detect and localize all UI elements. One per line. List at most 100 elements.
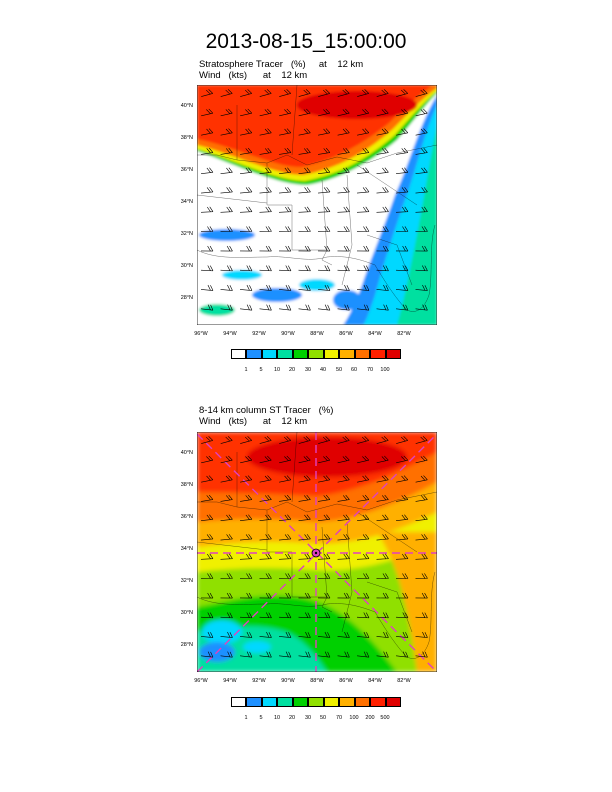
- wind-barb: [201, 514, 214, 522]
- wind-barb: [356, 573, 370, 579]
- wind-barb: [298, 226, 311, 232]
- wind-barb: [239, 573, 253, 579]
- wind-barb: [415, 128, 428, 136]
- wind-barb: [220, 206, 233, 213]
- wind-barb: [415, 147, 428, 155]
- panel1-xtick: 86°W: [339, 331, 353, 337]
- wind-barb: [396, 436, 409, 444]
- wind-barb: [376, 265, 389, 272]
- colorbar-swatch: [308, 349, 324, 359]
- wind-barb: [337, 89, 350, 97]
- wind-barb: [298, 631, 311, 638]
- wind-barb: [318, 651, 331, 658]
- wind-barb: [337, 534, 350, 541]
- wind-barb: [220, 592, 233, 599]
- wind-barb: [337, 612, 350, 619]
- panel2-colorbar-label: 50: [319, 715, 327, 721]
- wind-barb: [239, 245, 253, 252]
- wind-barb: [396, 304, 409, 311]
- wind-barb: [200, 592, 214, 599]
- panel2-colorbar-label: 100: [349, 715, 359, 721]
- panel1-title-line1: Stratosphere Tracer (%) at 12 km: [199, 59, 364, 70]
- wind-barb: [415, 245, 428, 252]
- wind-barb: [220, 475, 233, 483]
- panel2-xtick: 86°W: [339, 678, 353, 684]
- wind-barb: [259, 573, 272, 579]
- wind-barb: [220, 226, 233, 232]
- panel2-xtick: 94°W: [223, 678, 237, 684]
- wind-barb: [279, 108, 292, 117]
- wind-barb: [317, 553, 331, 560]
- wind-barb: [259, 245, 272, 252]
- wind-barb: [376, 108, 389, 117]
- wind-barb: [220, 612, 233, 619]
- wind-barb: [356, 265, 370, 272]
- wind-barb: [220, 128, 233, 136]
- panel1-ytick: 34°N: [180, 199, 193, 205]
- wind-barb: [298, 187, 311, 194]
- wind-barb: [278, 187, 292, 194]
- wind-barb: [240, 436, 253, 444]
- wind-barb: [318, 455, 331, 464]
- wind-barb: [395, 206, 409, 213]
- panel1-xtick: 88°W: [310, 331, 324, 337]
- wind-barb: [298, 534, 311, 541]
- wind-barb: [396, 455, 409, 464]
- wind-barb: [201, 455, 214, 464]
- wind-barb: [317, 592, 331, 599]
- wind-barb: [357, 475, 370, 483]
- wind-barb: [356, 612, 370, 619]
- wind-barb: [395, 284, 409, 291]
- panel2-title-line2: Wind (kts) at 12 km: [199, 416, 308, 427]
- wind-barb: [395, 534, 409, 541]
- wind-barb: [337, 475, 350, 483]
- wind-barb: [200, 284, 214, 291]
- wind-barb: [415, 436, 428, 444]
- wind-barb: [317, 631, 331, 638]
- panel1-xtick: 82°W: [397, 331, 411, 337]
- wind-barb: [356, 245, 370, 252]
- wind-barb: [259, 436, 272, 444]
- colorbar-swatch: [231, 349, 247, 359]
- wind-barb: [415, 553, 428, 560]
- wind-barb: [298, 436, 311, 444]
- wind-barb: [337, 455, 350, 464]
- wind-barb: [220, 553, 233, 560]
- panel1-ytick: 32°N: [180, 231, 193, 237]
- wind-barb: [357, 147, 370, 155]
- wind-barb: [318, 494, 331, 502]
- wind-barb: [356, 631, 370, 638]
- wind-barb: [220, 89, 233, 97]
- panel2-xtick: 82°W: [397, 678, 411, 684]
- wind-barb: [376, 147, 389, 155]
- wind-barb: [337, 514, 350, 522]
- wind-barb: [239, 534, 253, 541]
- wind-barb: [259, 475, 272, 483]
- wind-barb: [317, 187, 331, 194]
- wind-barb: [415, 89, 428, 97]
- wind-barb: [298, 265, 311, 272]
- colorbar-swatch: [385, 349, 401, 359]
- wind-barb: [278, 592, 292, 599]
- wind-barb: [337, 128, 350, 136]
- wind-barb: [278, 573, 292, 579]
- wind-barb: [279, 494, 292, 502]
- wind-barb: [259, 284, 272, 291]
- wind-barb: [239, 631, 253, 638]
- wind-barb: [298, 553, 311, 560]
- wind-barb: [395, 612, 409, 619]
- wind-barb: [318, 108, 331, 117]
- wind-barb: [318, 89, 331, 97]
- wind-barb: [240, 455, 253, 464]
- wind-barb: [415, 631, 428, 638]
- wind-barb: [279, 89, 292, 97]
- wind-barb: [357, 436, 370, 444]
- panel2-colorbar-label: 70: [335, 715, 343, 721]
- wind-barb: [298, 245, 311, 252]
- wind-barb: [220, 436, 233, 444]
- wind-barb: [279, 304, 292, 311]
- wind-barb: [337, 304, 350, 311]
- panel2-ytick: 30°N: [180, 610, 193, 616]
- wind-barb: [376, 436, 389, 444]
- wind-barb: [395, 553, 409, 560]
